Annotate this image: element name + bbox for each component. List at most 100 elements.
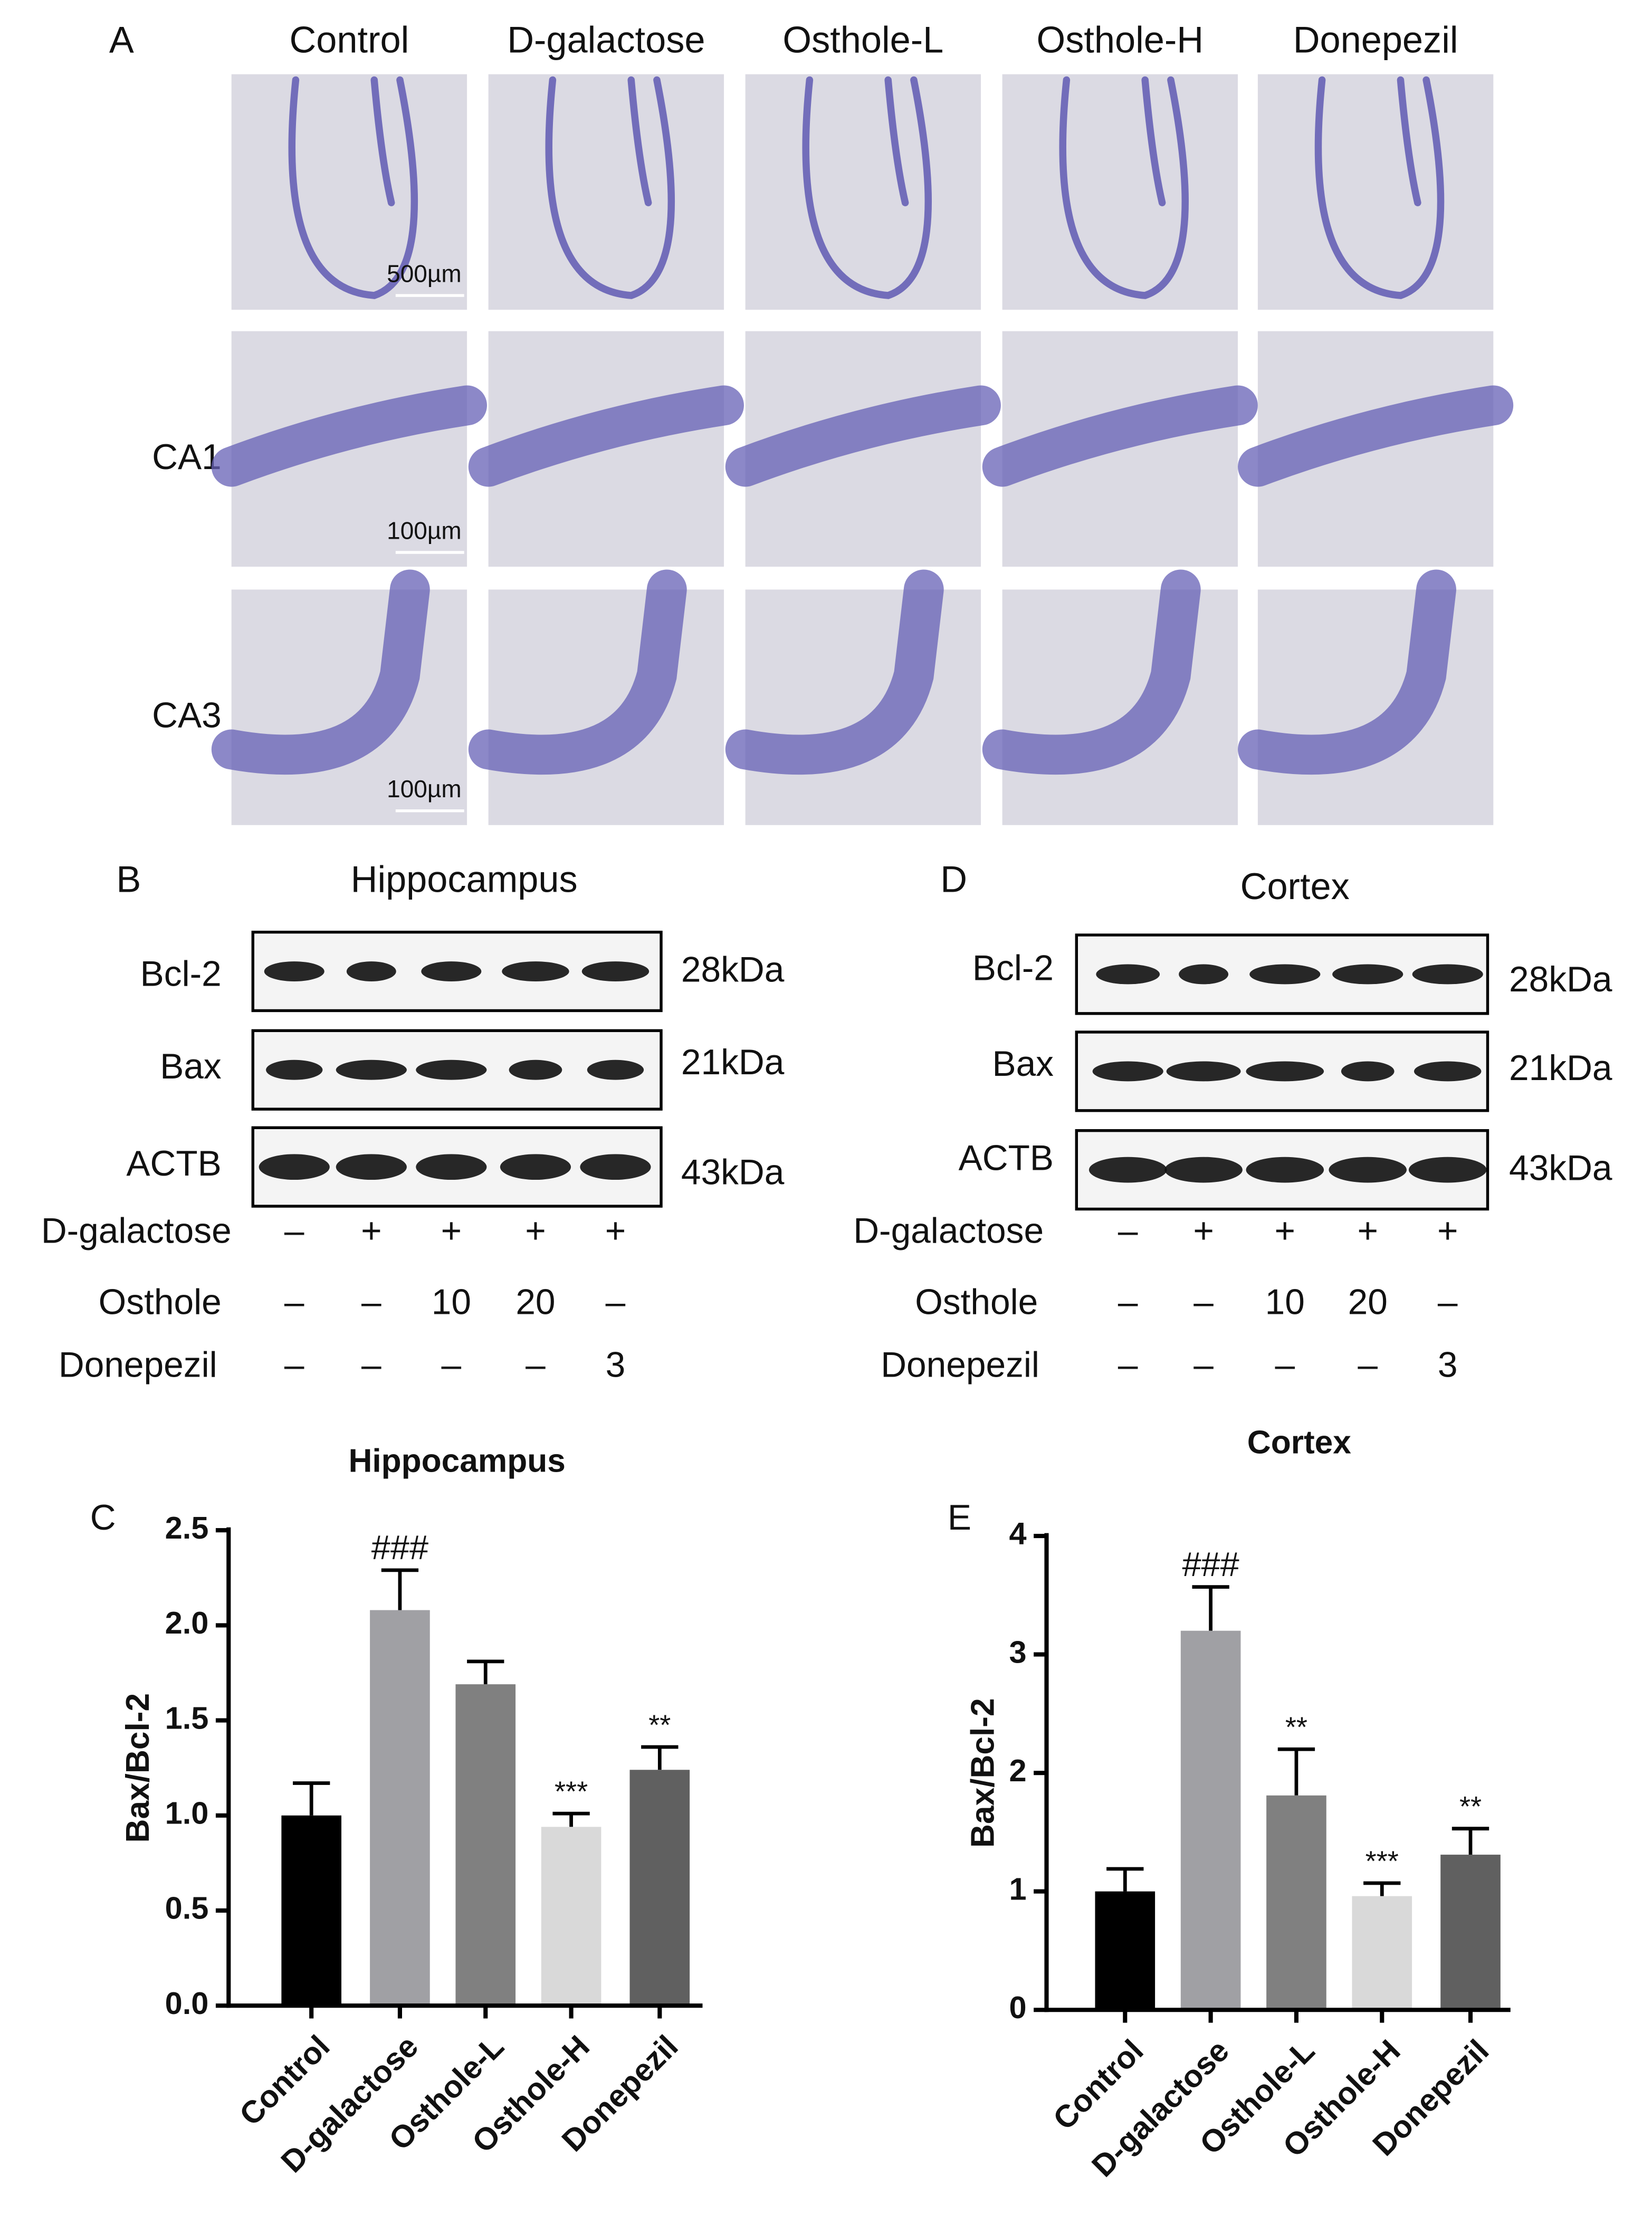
- protein-label: ACTB: [959, 1138, 1054, 1178]
- chart-title: Hippocampus: [348, 1443, 565, 1479]
- stained-cells: [982, 385, 1258, 487]
- dose-label: +: [525, 1211, 546, 1250]
- stained-cells: [468, 569, 687, 775]
- size-label: 21kDa: [1509, 1048, 1612, 1088]
- column-label: Donepezil: [1293, 19, 1458, 61]
- band: [1164, 1157, 1243, 1183]
- dose-label: –: [526, 1345, 546, 1385]
- micrograph: [488, 74, 724, 310]
- micrograph: [1257, 589, 1494, 825]
- dose-label: –: [1193, 1283, 1214, 1322]
- band: [1096, 964, 1160, 985]
- protein-label: Bcl-2: [140, 954, 222, 994]
- dose-label: 20: [1348, 1283, 1388, 1322]
- dose-label: –: [361, 1345, 381, 1385]
- y-tick-label: 0.5: [165, 1891, 209, 1926]
- column-label: Osthole-H: [1037, 19, 1204, 61]
- row-label: CA3: [152, 696, 222, 736]
- y-tick-label: 1: [1009, 1871, 1027, 1906]
- bar: [1095, 1891, 1156, 2010]
- row-label: CA1: [152, 437, 222, 477]
- y-tick-label: 4: [1009, 1516, 1027, 1551]
- y-axis-label: Bax/Bcl-2: [965, 1698, 1001, 1848]
- treatment-label: Osthole: [915, 1283, 1038, 1322]
- bar: [629, 1770, 690, 2006]
- micrograph: [745, 74, 981, 310]
- band: [259, 1154, 330, 1180]
- micrograph: [231, 589, 467, 825]
- bar: [370, 1610, 430, 2006]
- band: [1246, 1061, 1324, 1082]
- dose-label: 20: [515, 1283, 555, 1322]
- y-axis-label: Bax/Bcl-2: [120, 1693, 156, 1843]
- dose-label: –: [1118, 1345, 1138, 1385]
- size-label: 21kDa: [681, 1043, 785, 1082]
- band: [1329, 1157, 1407, 1183]
- dose-label: +: [1275, 1211, 1296, 1250]
- dose-label: 10: [432, 1283, 471, 1322]
- band: [336, 1059, 407, 1080]
- bar: [1440, 1855, 1501, 2010]
- band: [266, 1059, 323, 1080]
- band: [1092, 1061, 1163, 1082]
- band: [421, 961, 482, 981]
- treatment-label: D-galactose: [41, 1211, 232, 1250]
- dose-label: –: [442, 1345, 462, 1385]
- band: [1088, 1157, 1167, 1183]
- dose-label: –: [284, 1211, 304, 1250]
- significance-label: **: [1459, 1791, 1482, 1822]
- treatment-label: Donepezil: [59, 1345, 217, 1385]
- y-tick-label: 0: [1009, 1990, 1027, 2025]
- scale-bar-label: 100µm: [387, 775, 462, 803]
- band: [500, 1154, 571, 1180]
- panel-label: E: [948, 1498, 971, 1538]
- band: [1249, 964, 1321, 985]
- micrograph: [1002, 74, 1238, 310]
- y-tick-label: 2.0: [165, 1605, 209, 1640]
- dose-label: –: [1358, 1345, 1378, 1385]
- band: [264, 961, 324, 981]
- y-tick-label: 2.5: [165, 1510, 209, 1545]
- significance-label: ###: [371, 1528, 428, 1567]
- dose-label: 3: [606, 1345, 626, 1385]
- protein-label: Bax: [160, 1047, 222, 1086]
- stained-cells: [1059, 76, 1189, 299]
- dose-label: +: [1437, 1211, 1458, 1250]
- band: [1246, 1157, 1324, 1183]
- size-label: 43kDa: [1509, 1148, 1612, 1188]
- chart-title: Cortex: [1247, 1424, 1351, 1460]
- bar: [1352, 1896, 1412, 2010]
- stained-cells: [288, 76, 418, 299]
- band: [1166, 1061, 1241, 1082]
- panel-label: B: [116, 858, 141, 900]
- scale-bar-label: 100µm: [387, 517, 462, 544]
- dose-label: +: [361, 1211, 382, 1250]
- stained-cells: [725, 385, 1001, 487]
- dose-label: +: [1193, 1211, 1214, 1250]
- dose-label: –: [606, 1283, 626, 1322]
- significance-label: **: [1285, 1712, 1307, 1743]
- band: [1412, 964, 1483, 985]
- bar: [281, 1815, 342, 2006]
- dose-label: 3: [1438, 1345, 1458, 1385]
- dose-label: +: [1357, 1211, 1378, 1250]
- band: [336, 1154, 407, 1180]
- y-tick-label: 0.0: [165, 1985, 209, 2021]
- micrograph: [1002, 589, 1238, 825]
- panel-label: D: [940, 858, 967, 900]
- dose-label: –: [1275, 1345, 1295, 1385]
- blot-title: Cortex: [1240, 865, 1350, 907]
- band: [346, 961, 396, 981]
- band: [416, 1154, 487, 1180]
- dose-label: +: [441, 1211, 462, 1250]
- column-label: Osthole-L: [782, 19, 943, 61]
- dose-label: –: [1438, 1283, 1458, 1322]
- size-label: 28kDa: [1509, 960, 1612, 999]
- stained-cells: [982, 569, 1201, 775]
- band: [416, 1059, 487, 1080]
- treatment-label: D-galactose: [853, 1211, 1044, 1250]
- micrograph: [1257, 74, 1494, 310]
- y-tick-label: 3: [1009, 1634, 1027, 1669]
- stained-cells: [211, 385, 487, 487]
